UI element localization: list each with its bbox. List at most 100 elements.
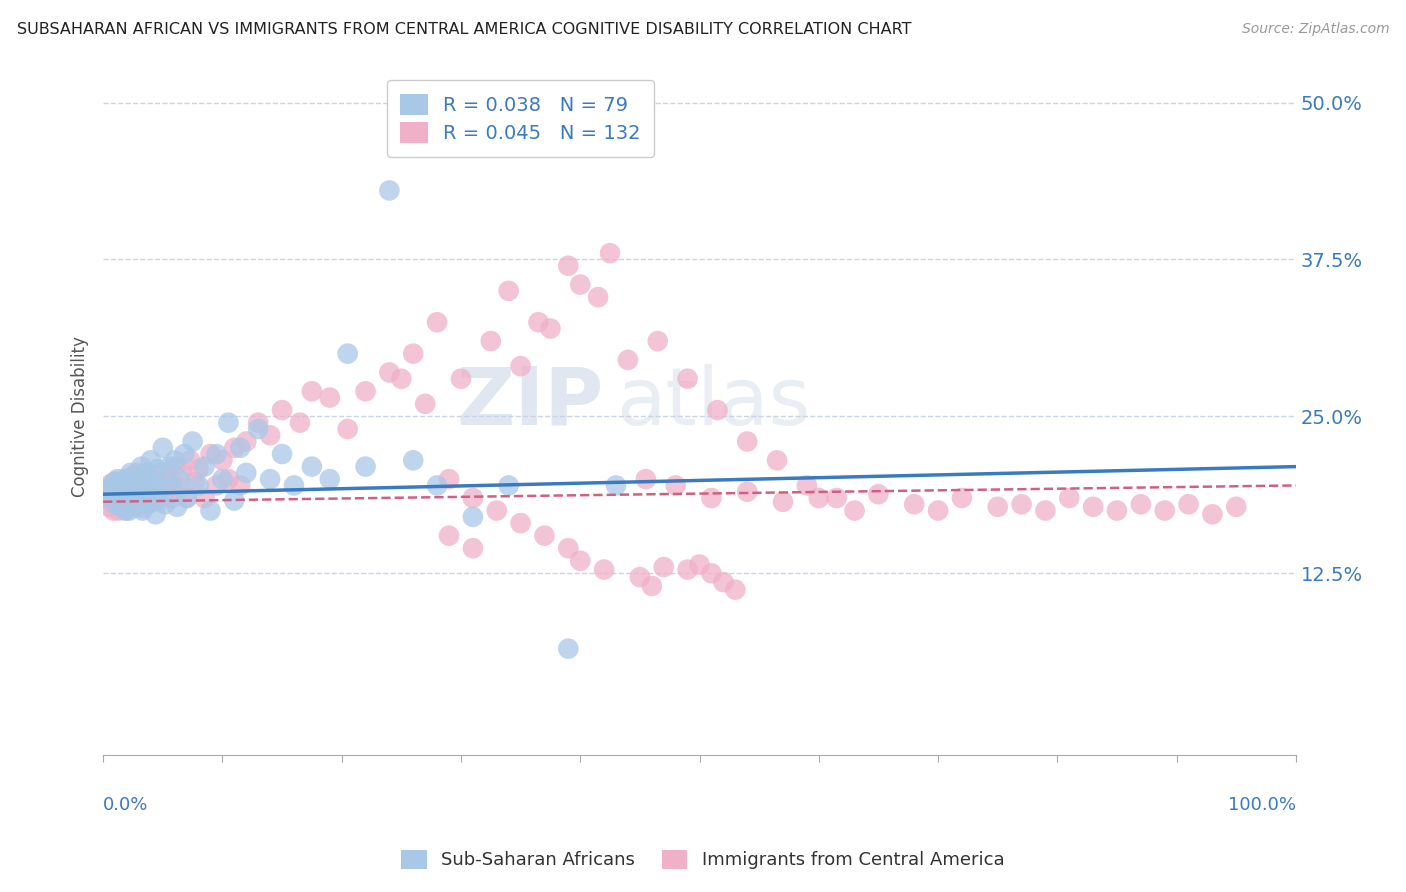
- Point: [107, 480, 129, 494]
- Point: [152, 466, 174, 480]
- Point: [167, 481, 190, 495]
- Point: [121, 469, 143, 483]
- Point: [402, 453, 425, 467]
- Point: [461, 509, 484, 524]
- Point: [100, 478, 122, 492]
- Point: [259, 472, 281, 486]
- Point: [131, 503, 153, 517]
- Point: [665, 478, 688, 492]
- Point: [146, 482, 169, 496]
- Point: [117, 475, 139, 489]
- Point: [426, 478, 449, 492]
- Point: [1201, 508, 1223, 522]
- Point: [205, 447, 228, 461]
- Point: [129, 491, 152, 505]
- Point: [153, 497, 176, 511]
- Point: [378, 366, 401, 380]
- Point: [122, 478, 145, 492]
- Point: [557, 259, 579, 273]
- Point: [319, 472, 342, 486]
- Point: [97, 482, 120, 496]
- Point: [271, 403, 294, 417]
- Point: [163, 459, 186, 474]
- Point: [145, 508, 167, 522]
- Point: [115, 482, 138, 496]
- Point: [162, 478, 184, 492]
- Point: [378, 183, 401, 197]
- Point: [176, 491, 198, 505]
- Point: [110, 500, 132, 514]
- Point: [461, 491, 484, 505]
- Point: [437, 529, 460, 543]
- Point: [593, 563, 616, 577]
- Point: [1059, 491, 1081, 505]
- Point: [125, 466, 148, 480]
- Point: [146, 462, 169, 476]
- Point: [129, 459, 152, 474]
- Point: [115, 472, 138, 486]
- Point: [107, 497, 129, 511]
- Point: [498, 284, 520, 298]
- Point: [104, 475, 127, 489]
- Point: [98, 477, 121, 491]
- Point: [108, 483, 131, 498]
- Point: [235, 466, 257, 480]
- Point: [96, 491, 118, 505]
- Point: [217, 416, 239, 430]
- Point: [98, 484, 121, 499]
- Point: [950, 491, 973, 505]
- Point: [110, 491, 132, 505]
- Point: [1153, 503, 1175, 517]
- Point: [217, 472, 239, 486]
- Point: [143, 475, 166, 489]
- Point: [136, 497, 159, 511]
- Point: [1105, 503, 1128, 517]
- Text: atlas: atlas: [616, 364, 810, 442]
- Point: [187, 478, 209, 492]
- Point: [138, 478, 160, 492]
- Point: [98, 491, 121, 505]
- Point: [132, 475, 155, 489]
- Point: [107, 477, 129, 491]
- Point: [700, 566, 723, 581]
- Point: [1081, 500, 1104, 514]
- Point: [437, 472, 460, 486]
- Point: [498, 478, 520, 492]
- Point: [157, 459, 180, 474]
- Point: [114, 472, 136, 486]
- Point: [120, 466, 142, 480]
- Point: [136, 466, 159, 480]
- Point: [538, 321, 561, 335]
- Point: [927, 503, 949, 517]
- Point: [148, 493, 170, 508]
- Point: [533, 529, 555, 543]
- Point: [200, 447, 222, 461]
- Point: [118, 503, 141, 517]
- Point: [143, 475, 166, 489]
- Point: [124, 497, 146, 511]
- Point: [689, 558, 711, 572]
- Point: [1011, 497, 1033, 511]
- Legend: Sub-Saharan Africans, Immigrants from Central America: Sub-Saharan Africans, Immigrants from Ce…: [392, 840, 1014, 879]
- Point: [103, 503, 125, 517]
- Point: [142, 491, 165, 505]
- Point: [247, 416, 270, 430]
- Point: [122, 493, 145, 508]
- Point: [336, 422, 359, 436]
- Point: [605, 478, 627, 492]
- Point: [131, 501, 153, 516]
- Point: [389, 372, 412, 386]
- Text: 100.0%: 100.0%: [1227, 796, 1296, 814]
- Point: [104, 497, 127, 511]
- Point: [479, 334, 502, 348]
- Point: [283, 478, 305, 492]
- Point: [112, 497, 135, 511]
- Point: [259, 428, 281, 442]
- Point: [724, 582, 747, 597]
- Point: [205, 478, 228, 492]
- Point: [139, 472, 162, 486]
- Point: [987, 500, 1010, 514]
- Point: [193, 459, 215, 474]
- Point: [179, 453, 201, 467]
- Text: Source: ZipAtlas.com: Source: ZipAtlas.com: [1241, 22, 1389, 37]
